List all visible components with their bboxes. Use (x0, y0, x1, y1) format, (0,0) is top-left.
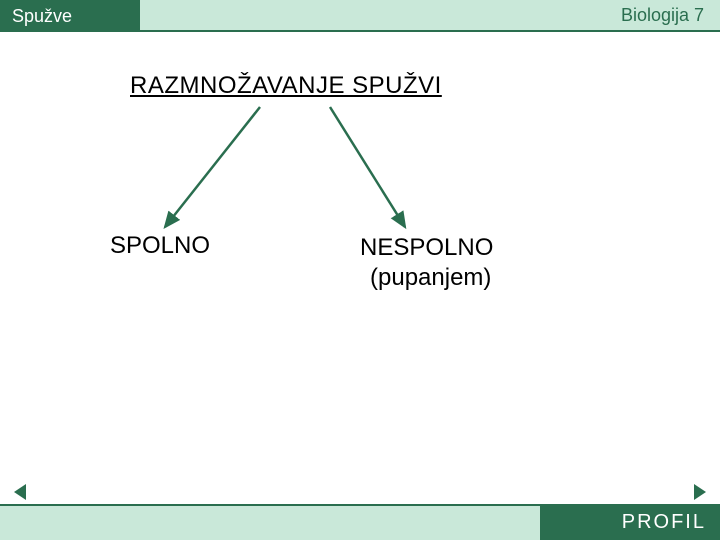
header-bar: Spužve Biologija 7 (0, 0, 720, 32)
branch-right-sublabel: (pupanjem) (370, 264, 491, 292)
header-subject: Biologija 7 (140, 0, 720, 32)
header-topic: Spužve (0, 0, 140, 32)
footer-spacer (0, 504, 540, 540)
slide-content: RAZMNOŽAVANJE SPUŽVI SPOLNO NESPOLNO (pu… (0, 32, 720, 504)
diagram-title: RAZMNOŽAVANJE SPUŽVI (130, 72, 442, 100)
diagram-arrows (0, 32, 720, 504)
footer-bar: PROFIL (0, 504, 720, 540)
branch-right-label: NESPOLNO (360, 232, 493, 263)
footer-brand: PROFIL (540, 504, 720, 540)
branch-left-label: SPOLNO (110, 232, 210, 260)
nav-prev-icon[interactable] (14, 484, 26, 500)
nav-next-icon[interactable] (694, 484, 706, 500)
